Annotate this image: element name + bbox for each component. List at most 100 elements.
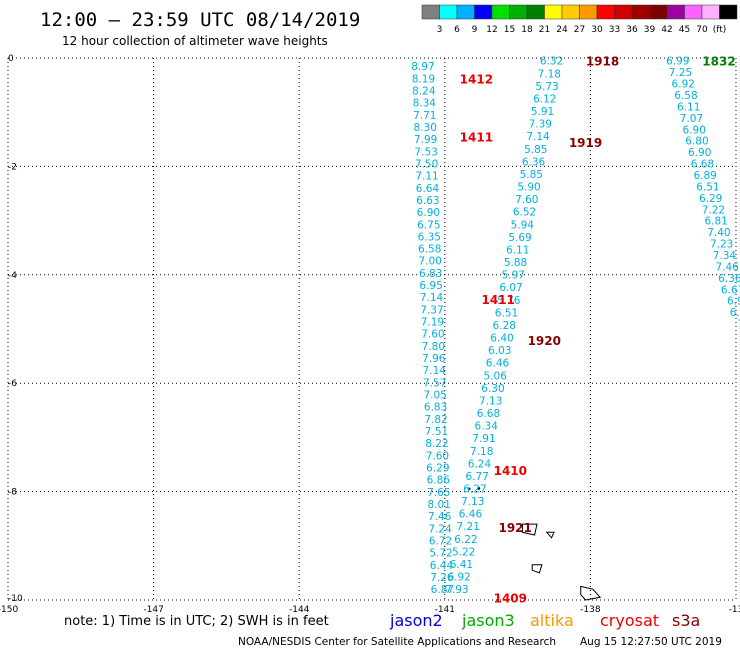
colorbar-swatch [544, 4, 563, 20]
wave-height-value: 6.41 [450, 559, 473, 571]
wave-height-value: 5.69 [508, 232, 531, 244]
colorbar-label: (ft) [713, 25, 727, 35]
wave-height-value: 6.24 [468, 458, 492, 470]
wave-height-value: 6.36 [522, 156, 546, 168]
wave-height-value: 7.14 [526, 131, 550, 143]
wave-height-value: 6.99 [666, 56, 689, 68]
legend-satellite-cryosat: cryosat [600, 611, 659, 630]
wave-height-value: 6.12 [533, 93, 556, 105]
wave-height-value: 7.57 [423, 377, 446, 389]
colorbar-label: 70 [696, 25, 708, 35]
x-tick-label: -13 [729, 605, 740, 615]
wave-height-value: 6.51 [495, 307, 518, 319]
colorbar: 3 6 9 12 15 18 21 24 27 30 33 36 39 42 45 70 (ft) [421, 4, 738, 35]
wave-height-value: 7.14 [420, 292, 444, 304]
wave-height-value: 6.46 [459, 509, 483, 521]
colorbar-swatch [561, 4, 580, 20]
pass-time-label: 1411 [460, 131, 493, 145]
wave-height-value: 7.37 [420, 304, 443, 316]
wave-height-value: 6.8 [730, 307, 740, 319]
colorbar-swatch [701, 4, 720, 20]
colorbar-label: 45 [679, 25, 690, 35]
wave-height-value: 6.30 [481, 383, 504, 395]
colorbar-label: 39 [644, 25, 656, 35]
x-tick-label: -138 [580, 605, 601, 615]
wave-height-value: 7.46 [428, 511, 452, 523]
wave-height-value: 8.34 [413, 98, 437, 110]
wave-height-value: 7.80 [422, 341, 445, 353]
wave-height-value: 6.27 [463, 484, 486, 496]
wave-height-value: 6.11 [506, 244, 529, 256]
wave-height-value: 6.95 [419, 280, 442, 292]
colorbar-label: 42 [661, 25, 672, 35]
wave-height-value: 6.07 [499, 282, 522, 294]
island-outline [545, 531, 555, 539]
wave-height-value: 8.01 [428, 499, 451, 511]
colorbar-swatch [719, 4, 738, 20]
colorbar-label: 36 [626, 25, 638, 35]
wave-height-value: 7.53 [414, 146, 437, 158]
wave-height-value: 5.90 [517, 182, 540, 194]
pass-time-label: 1411 [481, 293, 514, 307]
wave-height-value: 6.77 [466, 471, 489, 483]
pass-time-label: 1918 [586, 55, 619, 69]
wave-height-value: 6.83 [419, 268, 442, 280]
wave-height-value: 6.64 [416, 183, 440, 195]
island-outline [522, 523, 538, 536]
colorbar-swatch [614, 4, 633, 20]
wave-height-value: 7 [738, 319, 740, 331]
wave-height-value: 7.22 [702, 204, 725, 216]
wave-height-value: 6.58 [418, 244, 441, 256]
wave-height-value: 7.60 [421, 329, 444, 341]
wave-height-value: 7.07 [680, 113, 703, 125]
wave-height-value: 6.86 [427, 475, 451, 487]
colorbar-label: 30 [591, 25, 603, 35]
wave-height-value: 6.32 [540, 56, 563, 68]
colorbar-swatch [474, 4, 493, 20]
wave-height-value: 6.36 [718, 273, 740, 285]
wave-height-value: 6.87 [431, 584, 454, 596]
wave-height-value: 6.83 [424, 402, 447, 414]
colorbar-swatch [456, 4, 475, 20]
wave-height-value: 7.19 [421, 317, 444, 329]
wave-height-value: 6.44 [430, 560, 454, 572]
wave-height-value: 6.29 [426, 463, 449, 475]
wave-height-value: 5.22 [452, 546, 475, 558]
wave-height-value: 7.40 [707, 227, 730, 239]
x-tick-label: -141 [435, 605, 455, 615]
land-dot [477, 486, 481, 490]
x-tick-label: -150 [0, 605, 18, 615]
pass-time-label: 1832 [702, 55, 735, 69]
pass-time-label: 1919 [569, 136, 602, 150]
wave-height-value: 6.9 [727, 296, 740, 308]
wave-height-value: 5.94 [511, 219, 535, 231]
legend-satellite-s3a: s3a [672, 611, 700, 630]
y-tick-label: -6 [8, 379, 17, 389]
colorbar-label: 6 [454, 25, 460, 35]
chart-subtitle: 12 hour collection of altimeter wave hei… [62, 34, 328, 48]
colorbar-label: 27 [574, 25, 585, 35]
x-tick-label: -147 [143, 605, 163, 615]
wave-height-value: 7.65 [427, 487, 450, 499]
wave-height-value: 7.11 [415, 171, 438, 183]
wave-height-value: 7.05 [423, 390, 446, 402]
wave-height-value: 5.88 [504, 257, 527, 269]
legend-satellite-altika: altika [530, 611, 574, 630]
y-tick-label: -4 [8, 271, 17, 281]
wave-height-value: 6.81 [704, 216, 727, 228]
wave-height-value: 6.90 [688, 147, 711, 159]
wave-height-value: 6.11 [677, 101, 700, 113]
wave-height-value: 7.13 [479, 395, 502, 407]
chart-title: 12:00 — 23:59 UTC 08/14/2019 [40, 9, 360, 31]
wave-height-value: 6.51 [696, 181, 719, 193]
wave-height-value: 5.06 [484, 370, 508, 382]
y-tick-label: -10 [8, 594, 23, 604]
wave-height-value: 6.89 [693, 170, 716, 182]
wave-height-value: 6.80 [685, 136, 708, 148]
y-tick-label: 0 [8, 54, 14, 64]
wave-height-value: 8.19 [412, 73, 435, 85]
pass-time-label: 1921 [498, 521, 531, 535]
legend-note: note: 1) Time is in UTC; 2) SWH is in fe… [64, 614, 329, 629]
wave-height-value: 6.29 [699, 193, 722, 205]
wave-height-value: 6.28 [493, 320, 516, 332]
